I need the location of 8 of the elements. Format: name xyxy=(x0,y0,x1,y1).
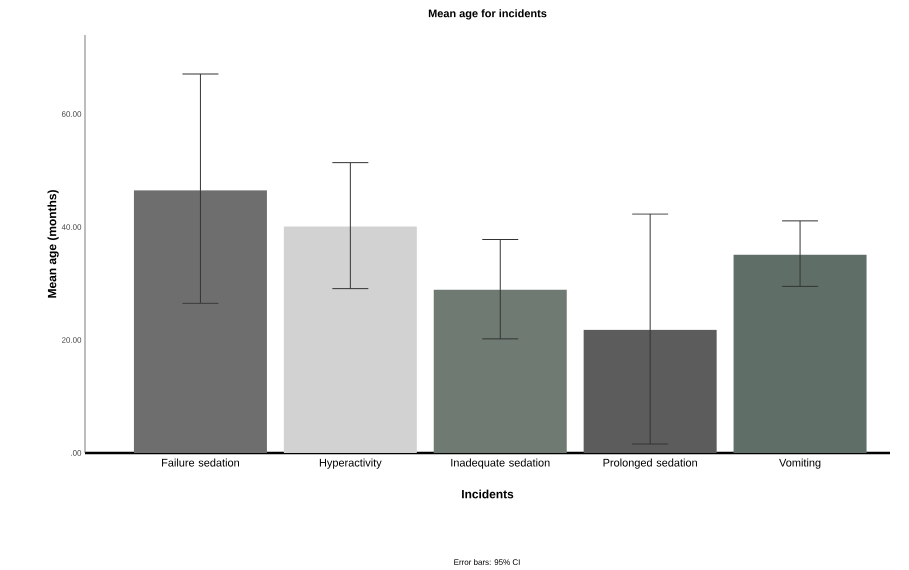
chart-title: Mean age for incidents xyxy=(428,9,546,20)
y-axis-title: Mean age (months) xyxy=(48,190,59,298)
x-tick-label: Prolonged sedation xyxy=(604,458,697,469)
x-tick-label: Hyperactivity xyxy=(320,458,382,469)
x-tick-label: Inadequate sedation xyxy=(451,458,550,469)
x-tick-label: Failure sedation xyxy=(162,458,239,467)
x-axis-title: Incidents xyxy=(462,490,514,498)
x-tick-label: Vomiting xyxy=(779,458,820,469)
